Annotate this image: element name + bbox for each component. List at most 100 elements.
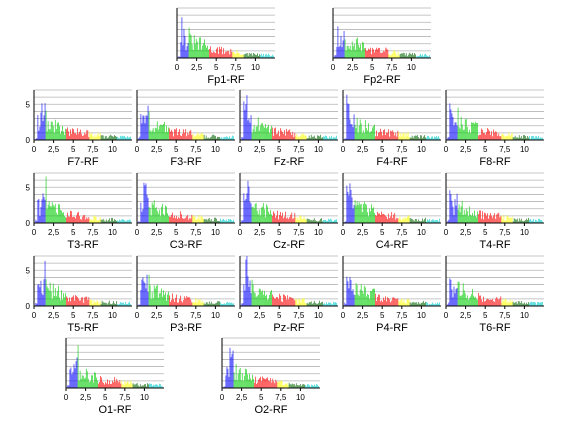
spectrum-bar <box>37 284 39 306</box>
spectrum-bar <box>388 213 389 223</box>
x-tick-label: 5 <box>380 145 385 154</box>
spectrum-bar <box>405 218 407 223</box>
spectrum-bar <box>295 298 297 306</box>
spectrum-bar <box>230 357 232 388</box>
spectrum-bar <box>186 216 188 223</box>
spectrum-bar <box>383 213 384 223</box>
spectrum-bar <box>47 288 49 306</box>
spectrum-bar <box>200 302 202 306</box>
x-tick-label: 7,5 <box>386 63 398 72</box>
spectrum-bar <box>478 135 479 140</box>
spectrum-bar <box>43 279 45 306</box>
spectrum-bar <box>236 50 238 58</box>
spectrum-bar <box>193 216 195 223</box>
spectrum-bar <box>294 300 296 306</box>
spectrum-bar <box>361 290 363 306</box>
spectrum-bar <box>402 302 404 306</box>
spectrum-bar <box>437 219 438 223</box>
spectrum-bar <box>254 131 256 140</box>
spectrum-bar <box>287 385 289 388</box>
spectrum-bar <box>176 215 177 223</box>
spectrum-bar <box>87 300 89 306</box>
spectrum-bar <box>155 128 157 140</box>
spectrum-bar <box>208 217 210 223</box>
spectrum-bar <box>405 53 407 58</box>
spectrum-bar <box>296 133 298 140</box>
spectrum-bar <box>149 130 151 140</box>
spectrum-bar <box>301 133 303 140</box>
spectrum-bar <box>221 220 222 223</box>
spectrum-bar <box>186 46 188 58</box>
spectrum-bar <box>506 302 508 306</box>
spectrum-bar <box>427 136 428 140</box>
spectrum-bar <box>307 303 309 306</box>
spectrum-bar <box>256 125 258 140</box>
spectrum-bar <box>128 302 129 306</box>
spectrum-bar <box>275 217 276 223</box>
spectrum-panel: 0 2,5 5 7,5 10 P4-RF <box>313 255 451 344</box>
spectrum-bar <box>362 203 364 223</box>
spectrum-bar <box>49 205 51 223</box>
spectrum-bar <box>183 300 185 306</box>
spectrum-bar <box>434 220 435 223</box>
spectrum-bar <box>185 298 187 306</box>
spectrum-bar <box>229 136 230 140</box>
spectrum-bar <box>181 136 182 140</box>
spectrum-bar <box>375 49 376 58</box>
spectrum-bar <box>397 51 399 58</box>
spectrum-bar <box>354 295 356 306</box>
spectrum-bar <box>147 383 148 388</box>
x-tick-label: 7,5 <box>190 228 202 237</box>
spectrum-bar <box>350 279 352 306</box>
spectrum-bar <box>275 298 276 306</box>
spectrum-bar <box>493 301 495 306</box>
spectrum-bar <box>415 54 416 58</box>
spectrum-bar <box>310 220 312 223</box>
spectrum-bar <box>139 136 141 140</box>
spectrum-bar <box>398 55 400 58</box>
spectrum-bar <box>84 297 86 306</box>
spectrum-bar <box>154 288 156 306</box>
spectrum-bar <box>356 117 358 140</box>
spectrum-bar <box>128 220 129 223</box>
spectrum-bar <box>255 126 257 140</box>
spectrum-bar <box>304 384 305 388</box>
spectrum-bar <box>217 47 218 58</box>
x-tick-label: 10 <box>417 228 426 237</box>
spectrum-bar <box>473 216 474 223</box>
x-tick-label: 5 <box>483 228 488 237</box>
spectrum-bar <box>114 135 115 140</box>
spectrum-bar <box>74 368 76 388</box>
x-tick-label: 10 <box>211 311 220 320</box>
spectrum-bar <box>113 382 115 388</box>
spectrum-bar <box>356 37 358 58</box>
spectrum-bar <box>252 206 254 223</box>
spectrum-bar <box>499 298 501 306</box>
spectrum-bar <box>345 304 347 306</box>
spectrum-bar <box>532 302 533 306</box>
spectrum-bar <box>263 53 264 58</box>
spectrum-bar <box>375 136 376 140</box>
spectrum-bar <box>385 47 387 58</box>
spectrum-bar <box>315 221 317 223</box>
spectrum-bar <box>428 220 429 223</box>
spectrum-bar <box>40 112 42 140</box>
spectrum-bar <box>232 135 233 140</box>
spectrum-bar <box>493 215 495 223</box>
spectrum-bar <box>115 220 116 223</box>
spectrum-bar <box>335 137 336 140</box>
spectrum-bar <box>537 302 538 306</box>
spectrum-bar <box>126 303 127 306</box>
spectrum-bar <box>508 302 510 306</box>
spectrum-bar <box>167 131 168 140</box>
spectrum-bar <box>267 55 268 58</box>
x-tick-label: 5 <box>370 63 375 72</box>
spectrum-bar <box>264 56 265 58</box>
spectrum-bar <box>111 383 112 388</box>
spectrum-bar <box>460 295 462 306</box>
spectrum-bar <box>347 103 349 140</box>
spectrum-bar <box>253 124 255 140</box>
spectrum-bar <box>188 134 190 140</box>
x-tick-label: 10 <box>520 145 529 154</box>
spectrum-bar <box>526 218 527 223</box>
